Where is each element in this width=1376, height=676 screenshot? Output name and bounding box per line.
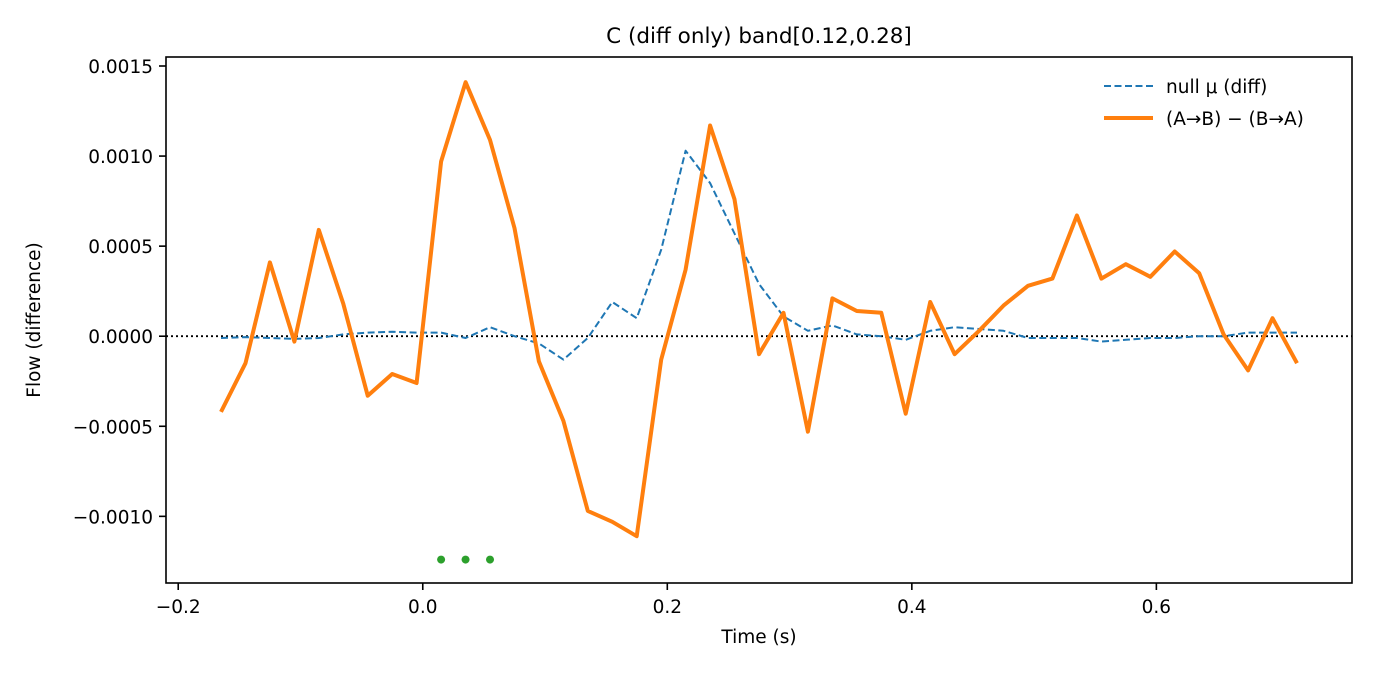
x-tick-label: 0.0 [408, 597, 437, 618]
x-tick-label: −0.2 [156, 597, 201, 618]
y-tick-label: −0.0005 [73, 417, 153, 438]
x-tick-label: 0.6 [1142, 597, 1171, 618]
y-tick-label: 0.0015 [88, 57, 153, 78]
y-tick-label: 0.0000 [88, 327, 153, 348]
legend-null-mean-label: null μ (diff) [1166, 77, 1267, 98]
y-tick-label: 0.0005 [88, 237, 153, 258]
x-tick-label: 0.4 [897, 597, 926, 618]
legend: null μ (diff) (A→B) − (B→A) [1104, 77, 1304, 130]
x-tick-label: 0.2 [653, 597, 682, 618]
axes-frame [165, 56, 1353, 584]
x-axis-label: Time (s) [720, 627, 796, 648]
significance-marker [486, 555, 495, 564]
y-axis-label: Flow (difference) [24, 242, 45, 397]
null-mean-series-line [220, 149, 1297, 361]
flow-difference-series-line [219, 80, 1299, 539]
plot-clipped-group [166, 80, 1352, 564]
y-tick-label: 0.0010 [88, 147, 153, 168]
legend-flow-difference-label: (A→B) − (B→A) [1166, 109, 1304, 130]
significance-marker [461, 555, 470, 564]
plot-area [166, 80, 1352, 564]
axes: −0.2 0.0 0.2 0.4 0.6 0.0015 0.0010 0.0005 0.0000… [73, 56, 1353, 618]
significance-marker [437, 555, 446, 564]
y-tick-label: −0.0010 [73, 507, 153, 528]
chart-title: C (diff only) band[0.12,0.28] [606, 24, 912, 49]
